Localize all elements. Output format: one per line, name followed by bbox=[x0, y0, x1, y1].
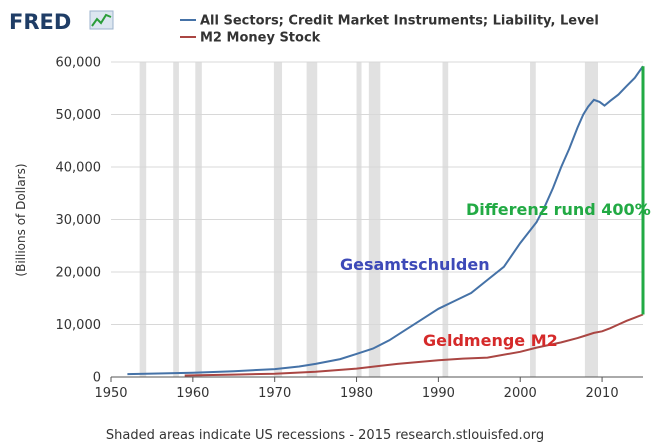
gridlines bbox=[111, 61, 643, 325]
fred-logo-chart-icon bbox=[89, 10, 114, 30]
x-tick-label: 1960 bbox=[176, 386, 209, 401]
y-tick-label: 60,000 bbox=[56, 56, 102, 71]
y-tick-label: 20,000 bbox=[56, 266, 102, 281]
y-tick-label: 50,000 bbox=[56, 108, 102, 123]
annotation-gesamtschulden: Gesamtschulden bbox=[340, 255, 490, 274]
annotation-differenz: Differenz rund 400% bbox=[466, 200, 651, 219]
annotation-geldmenge-m2: Geldmenge M2 bbox=[423, 331, 558, 350]
y-axis-label: (Billions of Dollars) bbox=[14, 163, 28, 276]
y-axis-ticks: 0 10,000 20,000 30,000 40,000 50,000 60,000 bbox=[56, 56, 102, 386]
y-tick-label: 0 bbox=[93, 371, 101, 386]
y-tick-label: 10,000 bbox=[56, 318, 102, 333]
x-tick-label: 1970 bbox=[258, 386, 291, 401]
y-tick-label: 30,000 bbox=[56, 213, 102, 228]
fred-logo: FRED bbox=[9, 10, 114, 34]
x-tick-label: 2000 bbox=[504, 386, 537, 401]
legend-label-m2: M2 Money Stock bbox=[200, 31, 321, 46]
x-tick-label: 1950 bbox=[94, 386, 127, 401]
x-tick-label: 1990 bbox=[422, 386, 455, 401]
x-tick-label: 1980 bbox=[340, 386, 373, 401]
y-tick-label: 40,000 bbox=[56, 161, 102, 176]
legend: All Sectors; Credit Market Instruments; … bbox=[180, 14, 599, 46]
footer-note: Shaded areas indicate US recessions - 20… bbox=[106, 428, 544, 443]
x-tick-label: 2010 bbox=[586, 386, 619, 401]
fred-logo-text: FRED bbox=[9, 10, 71, 34]
series-line-m2 bbox=[184, 313, 644, 377]
x-axis-ticks: 1950 1960 1970 1980 1990 2000 2010 bbox=[94, 377, 619, 401]
legend-label-debt: All Sectors; Credit Market Instruments; … bbox=[200, 14, 599, 29]
series-line-debt bbox=[127, 65, 644, 376]
